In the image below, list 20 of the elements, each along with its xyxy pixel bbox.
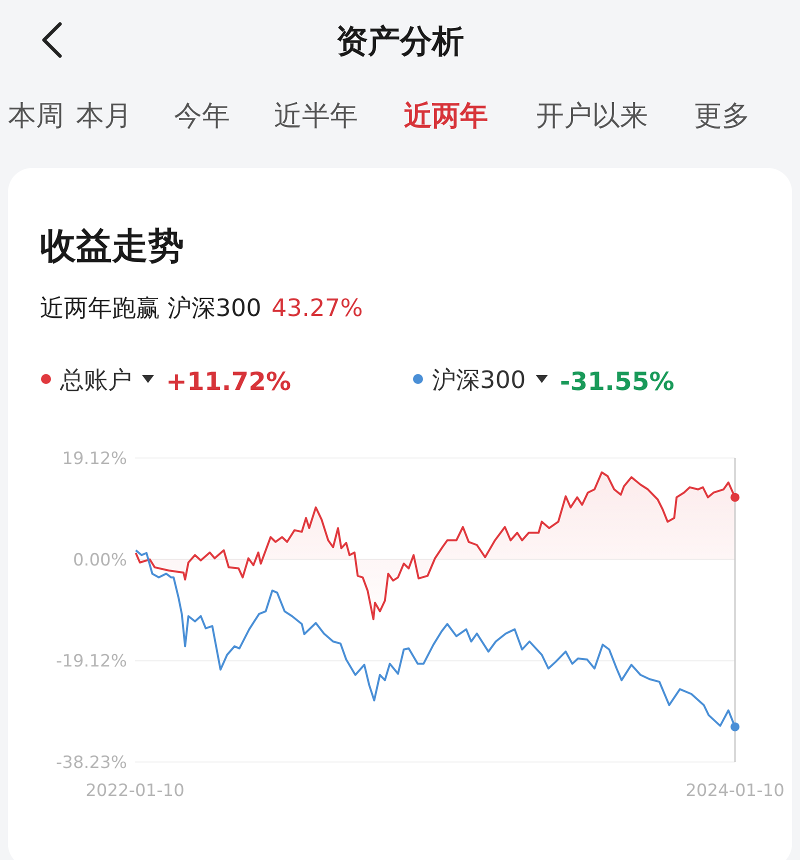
- text: 今年: [174, 99, 230, 132]
- y-tick-label: -19.12%: [56, 652, 127, 672]
- text: 近半年: [274, 99, 358, 132]
- legend-label: 总账户: [59, 366, 132, 394]
- x-tick-label: 2022-01-10: [86, 781, 184, 801]
- y-tick-label: 0.00%: [72, 550, 127, 570]
- y-tick-label: -38.23%: [56, 753, 127, 773]
- text: 资产分析: [336, 22, 464, 60]
- y-tick-label: 19.12%: [62, 449, 127, 469]
- chart-subtitle: 近两年跑赢 沪深300 43.27%: [40, 294, 363, 322]
- text: +11.72%: [166, 367, 292, 396]
- text: -31.55%: [560, 367, 674, 396]
- text: 开户以来: [536, 99, 648, 132]
- text: 本月: [76, 99, 132, 132]
- legend-label: 沪深300: [432, 366, 526, 394]
- x-tick-label: 2024-01-10: [686, 781, 784, 801]
- text: 近两年: [404, 99, 488, 132]
- text: 更多: [694, 99, 750, 132]
- text: 本周: [8, 99, 64, 132]
- chart-title: 收益走势: [40, 226, 184, 267]
